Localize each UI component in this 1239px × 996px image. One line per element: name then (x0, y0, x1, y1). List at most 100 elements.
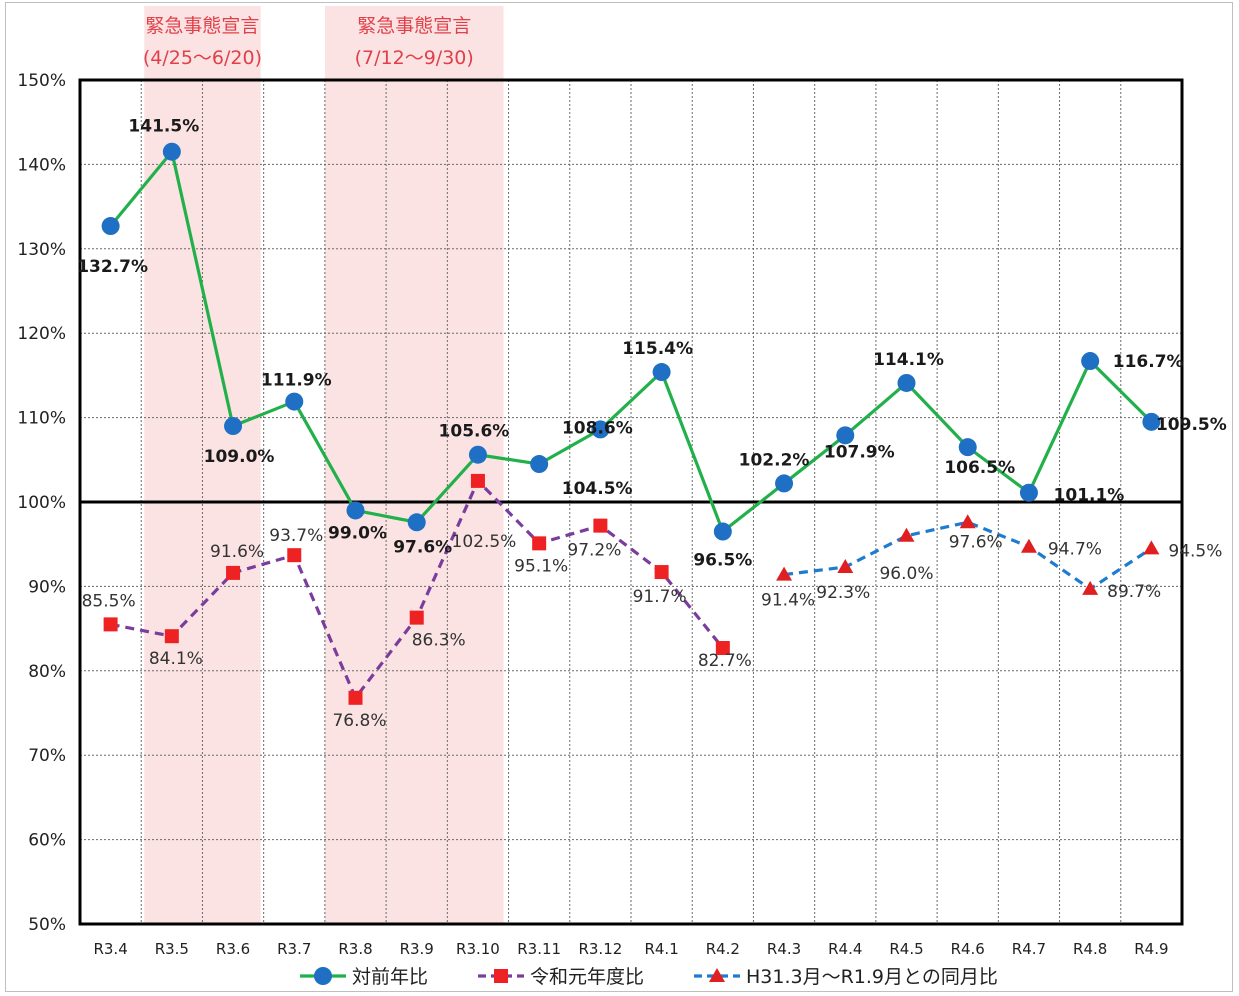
series-1-data-label: 82.7% (698, 651, 752, 671)
series-2-data-label: 94.5% (1168, 541, 1222, 561)
series-0-point (1019, 483, 1038, 502)
x-tick-label: R3.5 (155, 940, 189, 958)
x-tick-label: R3.4 (93, 940, 127, 958)
series-0-point (652, 363, 671, 382)
series-1-data-label: 84.1% (149, 649, 203, 669)
series-0-data-label: 97.6% (393, 537, 452, 557)
series-1-point (164, 629, 179, 644)
chart-frame (5, 2, 1233, 992)
series-1-point (470, 473, 485, 488)
x-tick-label: R4.7 (1012, 940, 1046, 958)
series-legend-1-point (494, 969, 508, 983)
y-tick-label: 110% (17, 409, 66, 429)
plot-area-border (78, 78, 1184, 926)
series-0-data-label: 109.5% (1156, 415, 1227, 435)
series-2-point (1143, 540, 1160, 555)
series-2-point (959, 514, 976, 529)
series-1-data-label: 93.7% (269, 526, 323, 546)
series-legend-0-point (314, 967, 332, 985)
x-tick-label: R3.6 (216, 940, 250, 958)
y-tick-label: 140% (17, 155, 66, 175)
shaded-period-range-2: (7/12～9/30) (355, 47, 474, 69)
series-1-point (103, 617, 118, 632)
series-0-data-label: 107.9% (824, 442, 895, 462)
legend-label-0: 対前年比 (352, 966, 428, 988)
x-tick-label: R4.9 (1134, 940, 1168, 958)
series-0-line (109, 150, 1153, 534)
x-tick-label: R4.5 (889, 940, 923, 958)
series-0-point (407, 513, 426, 532)
series-1-data-label: 76.8% (332, 711, 386, 731)
shaded-period-range-1: (4/25～6/20) (143, 47, 262, 69)
series-2-point (1020, 538, 1037, 553)
series-0-data-label: 99.0% (328, 523, 387, 543)
series-2-data-label: 92.3% (816, 583, 870, 603)
series-0-data-label: 109.0% (204, 447, 275, 467)
series-0-point (1142, 412, 1161, 431)
series-2-data-label: 97.6% (949, 532, 1003, 552)
x-tick-label: R3.8 (338, 940, 372, 958)
series-1-data-label: 102.5% (452, 532, 517, 552)
series-1-point (409, 610, 424, 625)
series-0-point (162, 142, 181, 161)
x-tick-label: R4.4 (828, 940, 862, 958)
y-tick-label: 100% (17, 493, 66, 513)
y-tick-label: 130% (17, 240, 66, 260)
series-0-data-label: 108.6% (562, 418, 633, 438)
series-0-point (775, 474, 794, 493)
y-tick-label: 120% (17, 324, 66, 344)
shaded-period-2 (324, 6, 504, 924)
x-tick-label: R3.10 (456, 940, 500, 958)
series-0-data-label: 114.1% (873, 350, 944, 370)
y-tick-label: 70% (28, 746, 66, 766)
series-1-point (287, 548, 302, 563)
series-0-data-label: 96.5% (693, 551, 752, 571)
series-2-data-label: 91.4% (761, 591, 815, 611)
series-1-point (348, 690, 363, 705)
series-0-point (1081, 352, 1100, 371)
series-0-point (468, 445, 487, 464)
series-2-data-label: 94.7% (1048, 540, 1102, 560)
series-0-point (836, 426, 855, 445)
series-1-point (654, 565, 669, 580)
series-0-data-label: 104.5% (562, 479, 633, 499)
y-tick-label: 150% (17, 71, 66, 91)
series-0-data-label: 132.7% (77, 257, 148, 277)
series-1-point (715, 641, 730, 656)
series-0-point (346, 501, 365, 520)
series-1-point (226, 565, 241, 580)
series-0-point (285, 392, 304, 411)
series-1-point (532, 536, 547, 551)
legend-label-2: H31.3月～R1.9月との同月比 (746, 966, 998, 988)
series-1-data-label: 91.6% (210, 542, 264, 562)
series-0-point (958, 438, 977, 457)
legend-label-1: 令和元年度比 (530, 966, 644, 988)
y-tick-label: 90% (28, 577, 66, 597)
series-0-data-label: 106.5% (944, 458, 1015, 478)
series-legend-2-point (709, 968, 725, 982)
x-tick-label: R3.11 (517, 940, 561, 958)
series-1-data-label: 95.1% (514, 556, 568, 576)
x-tick-label: R3.7 (277, 940, 311, 958)
y-tick-label: 50% (28, 915, 66, 935)
x-tick-label: R4.8 (1073, 940, 1107, 958)
shaded-period-title-2: 緊急事態宣言 (357, 15, 471, 37)
y-tick-label: 80% (28, 662, 66, 682)
series-1-point (593, 518, 608, 533)
series-0-data-label: 141.5% (128, 117, 199, 137)
series-2-data-label: 96.0% (879, 564, 933, 584)
series-0-point (897, 373, 916, 392)
series-2-data-label: 89.7% (1107, 582, 1161, 602)
x-tick-label: R4.6 (951, 940, 985, 958)
series-0-point (101, 217, 120, 236)
series-0-data-label: 111.9% (261, 371, 332, 391)
series-0-data-label: 116.7% (1113, 352, 1184, 372)
series-0-point (224, 417, 243, 436)
x-tick-label: R3.9 (400, 940, 434, 958)
series-2-point (898, 527, 915, 542)
series-0-data-label: 105.6% (439, 422, 510, 442)
series-1-data-label: 85.5% (82, 591, 136, 611)
series-1-data-label: 91.7% (633, 587, 687, 607)
x-tick-label: R3.12 (578, 940, 622, 958)
x-tick-label: R4.1 (644, 940, 678, 958)
